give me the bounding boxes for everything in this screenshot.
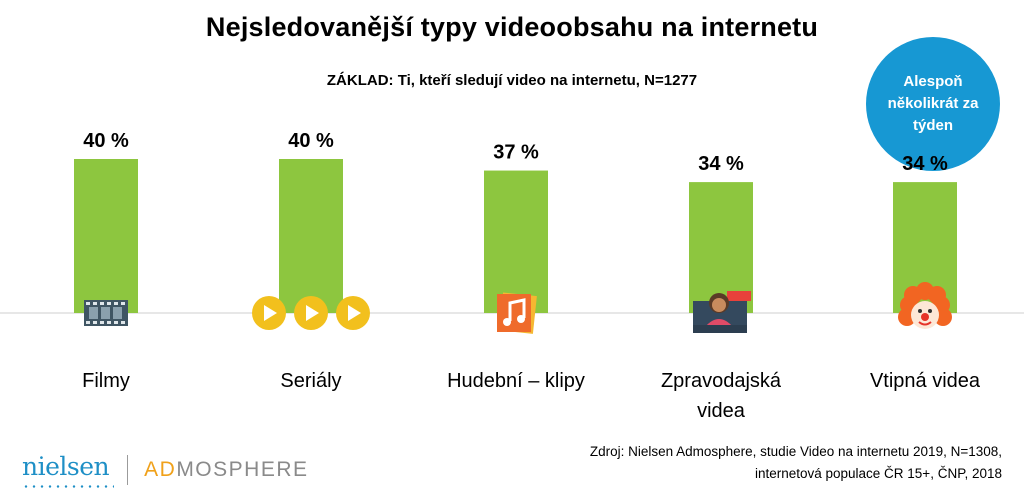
- data-label-5: 34 %: [902, 153, 948, 175]
- data-label-2: 40 %: [288, 130, 334, 152]
- category-label-3: Hudební – klipy: [447, 370, 585, 392]
- category-label-4-line-2: videa: [697, 400, 746, 422]
- source-line-2: internetová populace ČR 15+, ČNP, 2018: [754, 466, 1002, 481]
- data-label-1: 40 %: [83, 130, 129, 152]
- logos: nielsen ADMOSPHERE: [22, 452, 309, 488]
- chart-title: Nejsledovanější typy videoobsahu na inte…: [205, 12, 819, 42]
- clown-icon: [898, 282, 952, 329]
- news-anchor-icon: [693, 291, 751, 333]
- chart-subtitle: ZÁKLAD: Ti, kteří sledují video na inter…: [326, 72, 698, 89]
- admosphere-logo-mosphere: MOSPHERE: [176, 458, 309, 481]
- category-label-4-line-1: Zpravodajská: [661, 370, 782, 392]
- category-label-1: Filmy: [82, 370, 130, 392]
- play-buttons-icon: [252, 296, 370, 330]
- bar-3: [484, 170, 548, 313]
- source-line-1: Zdroj: Nielsen Admosphere, studie Video …: [589, 444, 1002, 459]
- category-label-5: Vtipná videa: [870, 370, 981, 392]
- category-label-2: Seriály: [280, 370, 341, 392]
- admosphere-logo-ad: AD: [144, 458, 177, 481]
- bar-chart: 40 % Filmy 40 % Seriály 37 % Hudební – klipy 3…: [0, 130, 1024, 422]
- film-strip-icon: [84, 300, 128, 326]
- data-label-3: 37 %: [493, 142, 539, 164]
- bar-1: [74, 159, 138, 313]
- source-note: Zdroj: Nielsen Admosphere, studie Video …: [590, 441, 1002, 485]
- nielsen-logo-text: nielsen: [22, 451, 110, 481]
- bar-2: [279, 159, 343, 313]
- logo-divider: [127, 455, 129, 485]
- music-note-icon: [497, 292, 537, 334]
- nielsen-logo-dots: [22, 484, 114, 488]
- frequency-badge-label: Alespoň několikrát za týden: [887, 73, 979, 134]
- nielsen-logo: nielsen: [22, 452, 114, 488]
- admosphere-logo: ADMOSPHERE: [144, 458, 308, 482]
- data-label-4: 34 %: [698, 153, 744, 175]
- frequency-badge: Alespoň několikrát za týden: [866, 37, 1000, 171]
